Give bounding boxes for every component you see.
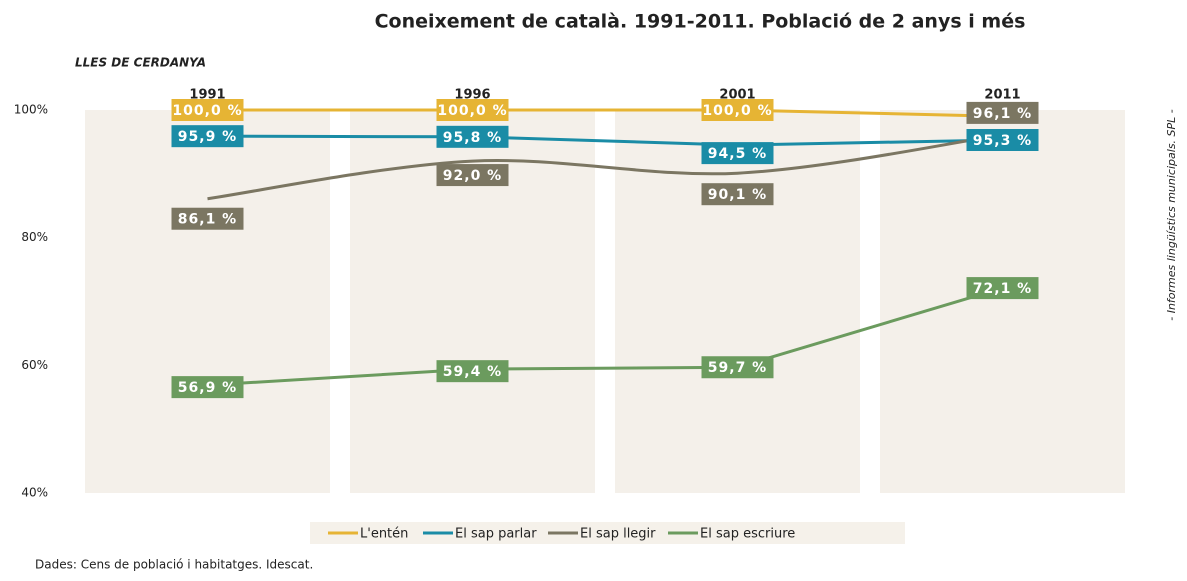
data-label-box — [701, 99, 774, 121]
column-band — [880, 110, 1125, 493]
data-label: 100,0 % — [702, 103, 772, 119]
series-line — [207, 286, 1003, 387]
y-tick-label: 100% — [14, 103, 48, 117]
x-tick-label: 1991 — [189, 88, 225, 103]
subtitle: LLES DE CERDANYA — [75, 56, 206, 70]
y-tick-label: 80% — [21, 230, 48, 244]
chart-title: Coneixement de català. 1991-2011. Poblac… — [375, 11, 1026, 33]
data-label-box — [436, 99, 509, 121]
data-label-box — [966, 129, 1039, 152]
x-tick-label: 2011 — [984, 88, 1020, 103]
data-label: 100,0 % — [437, 103, 507, 119]
data-label: 90,1 % — [708, 187, 767, 203]
data-label-box — [966, 101, 1039, 124]
data-label: 100,0 % — [172, 103, 242, 119]
data-label: 59,4 % — [443, 364, 502, 380]
data-label: 95,9 % — [178, 129, 237, 145]
side-note: - Informes lingüístics municipals. SPL - — [1165, 109, 1178, 321]
y-tick-label: 60% — [21, 358, 48, 372]
data-label-box — [701, 356, 774, 379]
y-tick-label: 40% — [21, 486, 48, 500]
legend-label: El sap llegir — [580, 527, 656, 542]
data-label-box — [171, 376, 244, 399]
data-label-box — [701, 142, 774, 165]
legend-label: L'entén — [360, 527, 408, 542]
column-band — [85, 110, 330, 493]
data-label-box — [171, 207, 244, 230]
legend-label: El sap parlar — [455, 527, 537, 542]
data-label-box — [436, 125, 509, 148]
data-label: 56,9 % — [178, 380, 237, 396]
x-tick-label: 2001 — [719, 88, 755, 103]
data-label-box — [966, 277, 1039, 300]
series-line — [207, 133, 1003, 201]
x-tick-label: 1996 — [454, 88, 490, 103]
series-line — [207, 134, 1003, 147]
data-label-box — [436, 164, 509, 187]
source: Dades: Cens de població i habitatges. Id… — [35, 558, 313, 572]
data-label: 86,1 % — [178, 212, 237, 228]
legend-box — [310, 522, 905, 544]
data-label: 72,1 % — [973, 281, 1032, 297]
data-label: 95,8 % — [443, 130, 502, 146]
series-line — [207, 108, 1003, 118]
data-label: 59,7 % — [708, 360, 767, 376]
legend-label: El sap escriure — [700, 527, 795, 542]
data-label-box — [171, 125, 244, 148]
data-label: 96,1 % — [973, 106, 1032, 122]
data-label-box — [701, 183, 774, 206]
column-band — [615, 110, 860, 493]
data-label: 95,3 % — [973, 133, 1032, 149]
data-label: 94,5 % — [708, 146, 767, 162]
data-label-box — [171, 99, 244, 121]
data-label: 92,0 % — [443, 168, 502, 184]
data-label-box — [436, 360, 509, 383]
